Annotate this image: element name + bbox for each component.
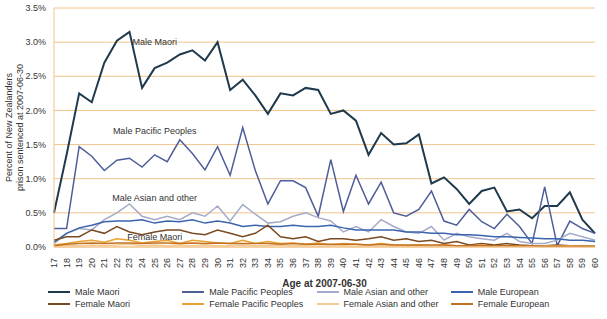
svg-text:49: 49 [452, 258, 462, 268]
html-text:Female Maori: Female Maori [75, 299, 130, 309]
svg-text:17: 17 [49, 258, 59, 268]
svg-text:26: 26 [162, 258, 172, 268]
svg-text:38: 38 [313, 258, 323, 268]
svg-text:Male Pacific Peoples: Male Pacific Peoples [113, 126, 197, 136]
svg-text:2.0%: 2.0% [25, 106, 46, 116]
svg-text:60: 60 [590, 258, 599, 268]
svg-text:29: 29 [200, 258, 210, 268]
svg-text:54: 54 [515, 258, 525, 268]
svg-text:58: 58 [565, 258, 575, 268]
svg-text:22: 22 [112, 258, 122, 268]
svg-text:55: 55 [527, 258, 537, 268]
svg-text:44: 44 [389, 258, 399, 268]
svg-text:48: 48 [439, 258, 449, 268]
svg-text:1.0%: 1.0% [25, 174, 46, 184]
svg-text:53: 53 [502, 258, 512, 268]
svg-text:39: 39 [326, 258, 336, 268]
svg-text:30: 30 [213, 258, 223, 268]
svg-text:45: 45 [401, 258, 411, 268]
svg-text:20: 20 [87, 258, 97, 268]
svg-text:52: 52 [489, 258, 499, 268]
html-text:Male European: Male European [477, 287, 539, 297]
svg-text:Male Maori: Male Maori [132, 37, 177, 47]
svg-text:51: 51 [477, 258, 487, 268]
svg-text:27: 27 [175, 258, 185, 268]
svg-text:41: 41 [351, 258, 361, 268]
svg-text:50: 50 [464, 258, 474, 268]
svg-text:0.0%: 0.0% [25, 242, 46, 252]
svg-text:56: 56 [540, 258, 550, 268]
html-text:Female European: Female European [477, 299, 550, 309]
svg-text:59: 59 [577, 258, 587, 268]
svg-text:19: 19 [74, 258, 84, 268]
svg-text:46: 46 [414, 258, 424, 268]
html-text:Male Asian and other: Male Asian and other [343, 287, 429, 297]
svg-text:35: 35 [275, 258, 285, 268]
svg-text:34: 34 [263, 258, 273, 268]
html-text:Male Pacific Peoples: Male Pacific Peoples [209, 287, 293, 297]
svg-text:Age at 2007-06-30: Age at 2007-06-30 [282, 278, 367, 289]
svg-text:0.5%: 0.5% [25, 208, 46, 218]
svg-text:2.5%: 2.5% [25, 71, 46, 81]
svg-text:32: 32 [238, 258, 248, 268]
svg-text:43: 43 [376, 258, 386, 268]
svg-text:31: 31 [225, 258, 235, 268]
svg-text:47: 47 [426, 258, 436, 268]
html-text:Female Asian and other: Female Asian and other [343, 299, 439, 309]
svg-text:28: 28 [187, 258, 197, 268]
svg-text:1.5%: 1.5% [25, 140, 46, 150]
svg-text:37: 37 [301, 258, 311, 268]
svg-text:23: 23 [124, 258, 134, 268]
svg-text:25: 25 [150, 258, 160, 268]
svg-text:18: 18 [62, 258, 72, 268]
svg-text:Female Maori: Female Maori [127, 232, 182, 242]
svg-text:33: 33 [250, 258, 260, 268]
svg-text:Percent of New Zealanderspriso: Percent of New Zealandersprison sentence… [8, 64, 25, 191]
svg-text:21: 21 [99, 258, 109, 268]
svg-text:Male Asian and other: Male Asian and other [112, 193, 197, 203]
svg-text:3.0%: 3.0% [25, 37, 46, 47]
svg-text:42: 42 [364, 258, 374, 268]
html-text:Male Maori: Male Maori [75, 287, 120, 297]
svg-text:24: 24 [137, 258, 147, 268]
svg-text:36: 36 [288, 258, 298, 268]
svg-text:57: 57 [552, 258, 562, 268]
svg-text:3.5%: 3.5% [25, 3, 46, 13]
svg-text:40: 40 [338, 258, 348, 268]
html-text:Female Pacific Peoples: Female Pacific Peoples [209, 299, 304, 309]
